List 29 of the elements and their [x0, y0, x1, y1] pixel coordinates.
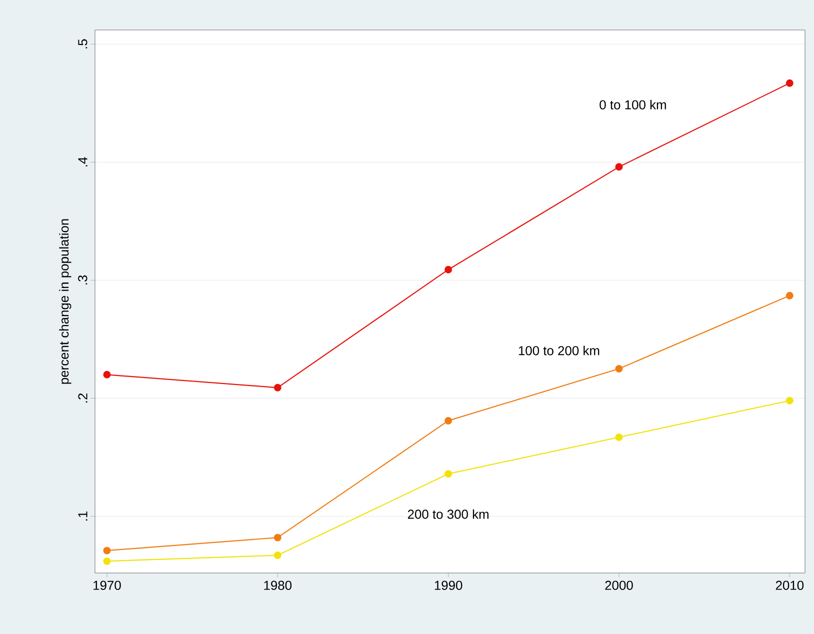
point [786, 396, 794, 404]
point [444, 416, 452, 424]
point [103, 370, 111, 378]
point [786, 79, 794, 87]
y-tick-label: .3 [78, 275, 88, 284]
point [103, 557, 111, 565]
y-tick-label: .5 [78, 39, 88, 48]
x-tick-label: 1980 [264, 580, 292, 590]
x-tick-label: 2000 [605, 580, 633, 590]
point [274, 534, 282, 542]
point [615, 433, 623, 441]
y-tick-label: .1 [78, 512, 88, 521]
y-tick-label: .2 [78, 394, 88, 402]
point [274, 384, 282, 392]
point [274, 552, 282, 560]
text: 0 to 100 km [600, 100, 666, 110]
point [444, 470, 452, 478]
point [786, 292, 794, 300]
series-label: 100 to 200 km [518, 346, 600, 356]
point [103, 546, 111, 554]
x-tick-label: 1990 [434, 580, 462, 590]
x-tick-label: 1970 [94, 580, 121, 590]
series-label: 200 to 300 km [408, 509, 488, 519]
point [615, 163, 623, 171]
y-tick-label: .4 [78, 157, 88, 166]
y-axis-title: percent change in population [59, 219, 72, 384]
x-tick-label: 2010 [776, 580, 804, 590]
point [615, 365, 623, 373]
point [444, 266, 452, 274]
